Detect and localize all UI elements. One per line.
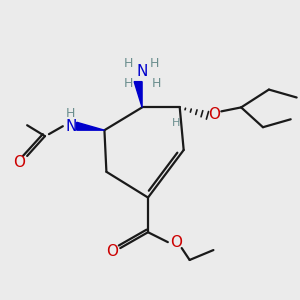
Text: O: O (170, 235, 182, 250)
Text: H: H (124, 77, 133, 90)
Text: H: H (151, 77, 160, 90)
Text: O: O (106, 244, 119, 259)
Text: O: O (208, 107, 220, 122)
Text: O: O (13, 155, 25, 170)
Text: H: H (172, 118, 180, 128)
Polygon shape (77, 122, 104, 130)
Text: H: H (66, 107, 75, 120)
Text: H: H (149, 57, 159, 70)
Text: N: N (65, 119, 76, 134)
Text: N: N (136, 64, 148, 79)
Polygon shape (134, 82, 142, 107)
Text: H: H (124, 57, 133, 70)
